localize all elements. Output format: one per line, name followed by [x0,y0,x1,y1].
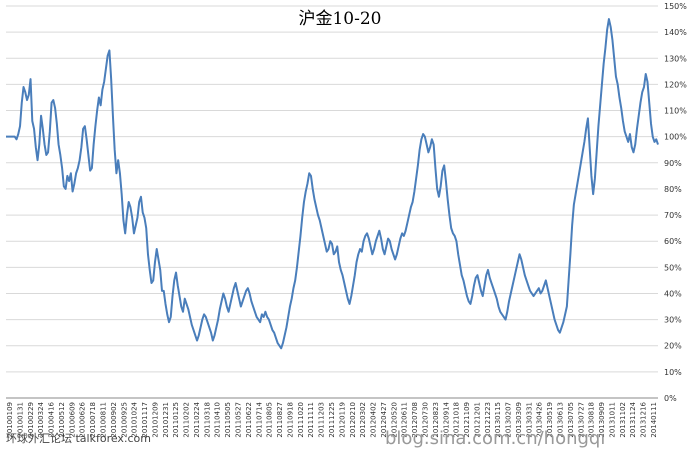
x-tick-label: 20131102 [619,402,627,438]
x-tick-label: 20110918 [286,402,294,438]
x-tick-label: 20130519 [546,402,554,438]
y-tick-label: 40% [664,289,682,298]
x-tick-label: 20120427 [380,402,388,438]
x-tick-label: 20100902 [110,402,118,438]
x-tick-label: 20101231 [162,402,170,438]
y-tick-label: 120% [664,80,687,89]
watermark-blog: blog.sina.com.cn/hongqi [385,428,605,449]
x-tick-label: 20140111 [650,402,658,438]
x-tick-label: 20110805 [266,402,274,438]
x-tick-label: 20110202 [183,402,191,438]
x-tick-label: 20100416 [48,401,56,437]
y-tick-label: 60% [664,237,682,246]
x-tick-label: 20131011 [608,402,616,438]
x-tick-label: 20130115 [494,402,502,438]
x-tick-label: 20120520 [390,402,398,438]
x-tick-label: 20111020 [297,402,305,438]
x-tick-label: 20120210 [349,402,357,438]
x-tick-label: 20121109 [463,402,471,438]
x-tick-label: 20110318 [203,402,211,438]
x-tick-label: 20120119 [338,402,346,438]
x-tick-label: 20130705 [567,402,575,438]
x-tick-label: 20100925 [120,402,128,438]
x-tick-label: 20121018 [453,402,461,438]
y-tick-label: 0% [664,394,677,403]
x-axis-tick-labels: 20100109 20100131 20100229 20100324 20100416… [6,401,658,437]
x-tick-label: 20120402 [370,402,378,438]
x-tick-label: 20100609 [68,402,76,438]
x-tick-label: 20130727 [577,402,585,438]
x-tick-label: 20110714 [255,401,263,437]
watermark-forum: 环球外汇论坛 talkforex.com [6,431,151,445]
series-line-0 [6,18,659,350]
x-tick-label: 20131124 [629,401,637,437]
x-tick-label: 20100131 [16,402,24,438]
x-tick-label: 20130309 [515,402,523,438]
x-tick-label: 20110410 [214,402,222,438]
y-tick-label: 150% [664,2,687,11]
x-tick-label: 20130426 [536,401,544,437]
x-tick-label: 20110622 [245,402,253,438]
x-tick-label: 20100718 [89,402,97,438]
x-tick-label: 20100229 [27,402,35,438]
x-tick-label: 20120708 [411,402,419,438]
x-tick-label: 20100811 [99,402,107,438]
x-tick-label: 20130909 [598,402,606,438]
y-tick-label: 50% [664,263,682,272]
x-tick-label: 20110827 [276,402,284,438]
y-tick-label: 140% [664,28,687,37]
x-tick-label: 20130331 [525,402,533,438]
x-tick-label: 20120823 [432,402,440,438]
series-layer [6,18,659,350]
x-tick-label: 20101024 [131,401,139,437]
y-tick-label: 70% [664,211,682,220]
x-tick-label: 20131216 [640,401,648,437]
y-tick-label: 30% [664,316,682,325]
y-tick-label: 10% [664,368,682,377]
x-tick-label: 20111225 [328,402,336,438]
x-tick-label: 20110527 [235,402,243,438]
x-tick-label: 20111203 [318,402,326,438]
x-tick-label: 20111111 [307,402,315,438]
x-tick-label: 20130613 [557,402,565,438]
x-tick-label: 20130818 [588,402,596,438]
x-tick-label: 20121223 [484,402,492,438]
x-tick-label: 20110505 [224,402,232,438]
x-tick-label: 20100626 [79,401,87,437]
y-tick-label: 20% [664,342,682,351]
y-tick-label: 100% [664,133,687,142]
x-tick-label: 20120914 [442,401,450,437]
x-tick-label: 20120302 [359,402,367,438]
x-tick-label: 20100512 [58,402,66,438]
x-tick-label: 20130207 [505,402,513,438]
y-tick-label: 80% [664,185,682,194]
chart-title: 沪金10-20 [298,9,381,29]
x-tick-label: 20101209 [151,402,159,438]
x-tick-label: 20100109 [6,402,14,438]
x-tick-label: 20100324 [37,401,45,437]
y-tick-label: 90% [664,159,682,168]
x-tick-label: 20120611 [401,402,409,438]
y-tick-label: 130% [664,54,687,63]
x-tick-label: 20110125 [172,402,180,438]
x-tick-label: 20110224 [193,401,201,437]
y-axis-tick-labels: 0% 10% 20% 30% 40% 50% 60% 70% 80% 90% 100% 110% 120… [664,2,687,403]
x-tick-label: 20121201 [473,402,481,438]
y-tick-label: 110% [664,107,687,116]
x-tick-label: 20101117 [141,402,149,438]
x-tick-label: 20120730 [421,402,429,438]
